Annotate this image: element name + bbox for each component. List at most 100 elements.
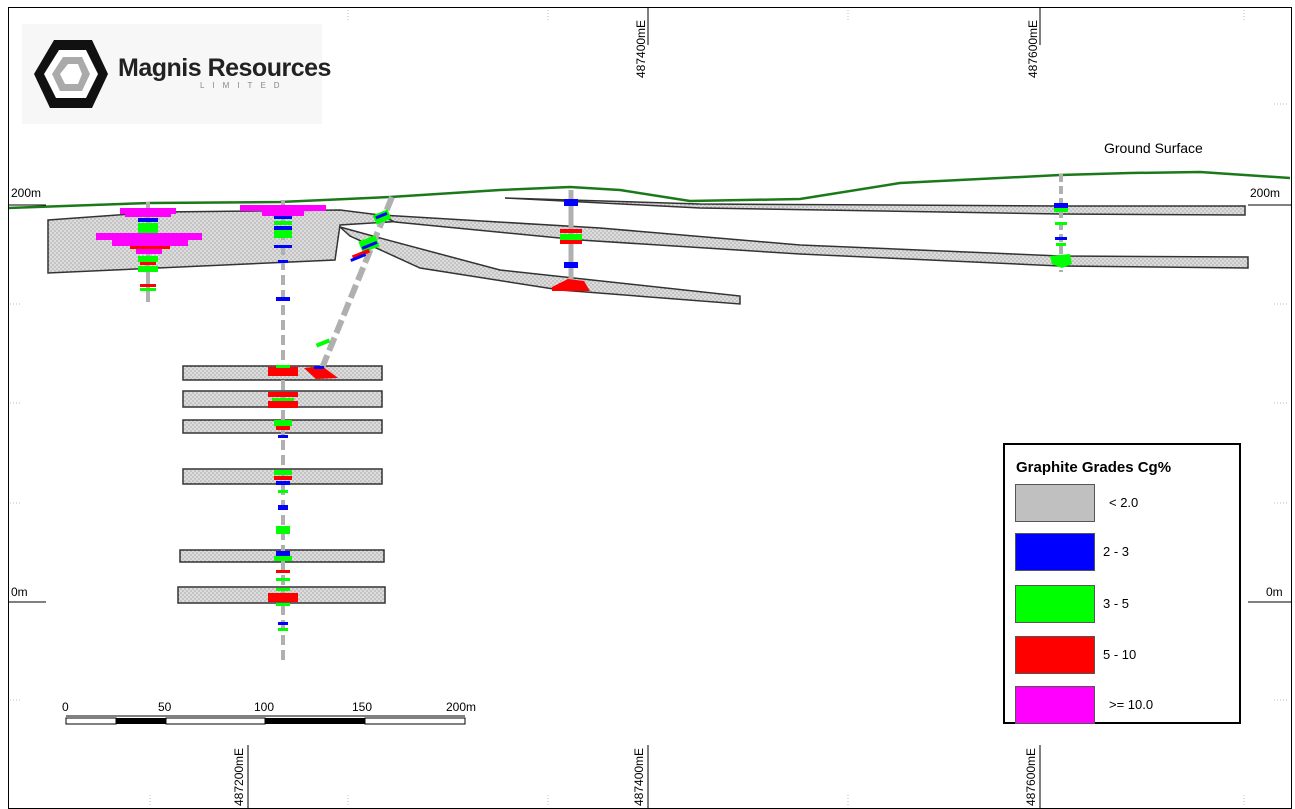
grade-interval [1054, 208, 1068, 212]
grade-interval [140, 288, 156, 291]
ground-surface-line [7, 170, 1291, 210]
grade-interval [120, 208, 176, 214]
assay-intervals [96, 199, 1072, 631]
grade-interval [314, 366, 324, 369]
legend-item: 3 - 5 [1015, 585, 1235, 625]
grade-interval [1050, 254, 1072, 268]
legend-item: < 2.0 [1015, 484, 1235, 524]
grade-interval [552, 279, 590, 291]
grade-interval [274, 216, 292, 219]
easting-label-bottom-487600: 487600mE [1024, 747, 1038, 806]
grade-interval [350, 253, 367, 262]
grade-interval [278, 260, 288, 263]
grade-interval [274, 230, 292, 238]
grade-interval [1055, 222, 1067, 225]
grade-interval [276, 365, 290, 368]
logo-company-name: Magnis Resources [118, 54, 331, 82]
grade-interval [276, 578, 290, 581]
grade-interval [268, 593, 298, 602]
grade-interval [136, 249, 162, 254]
legend-label: >= 10.0 [1109, 697, 1154, 712]
grade-interval [268, 392, 298, 397]
grade-interval [304, 366, 338, 379]
grade-interval [268, 401, 298, 408]
legend-item: 2 - 3 [1015, 533, 1235, 573]
easting-label-bottom-487200: 487200mE [232, 747, 246, 806]
grade-interval [1056, 243, 1066, 246]
grade-interval [274, 556, 292, 561]
grade-interval [138, 266, 158, 272]
scale-tick-label: 0 [62, 700, 69, 714]
scale-tick-label: 50 [158, 700, 172, 714]
logo-subtitle: LIMITED [200, 81, 288, 90]
grade-interval [276, 481, 290, 485]
grade-interval [276, 588, 290, 591]
grade-interval [564, 199, 578, 206]
easting-label-top-487400: 487400mE [634, 19, 648, 78]
grade-interval [274, 420, 292, 426]
grade-interval [276, 570, 290, 573]
legend-label: < 2.0 [1109, 495, 1139, 510]
grade-interval [276, 426, 290, 430]
easting-label-top-487600: 487600mE [1026, 19, 1040, 78]
scale-bar [65, 715, 466, 725]
grade-interval [140, 262, 156, 265]
legend-swatch [1015, 585, 1095, 623]
grade-interval [315, 338, 331, 348]
grade-interval [274, 226, 292, 230]
legend-title: Graphite Grades Cg% [1016, 459, 1172, 476]
elevation-label-0m-right: 0m [1266, 585, 1283, 599]
grade-interval [278, 490, 288, 493]
ground-surface-label: Ground Surface [1104, 140, 1203, 156]
grade-interval [138, 223, 158, 233]
grade-interval [130, 246, 170, 249]
grade-interval [272, 398, 294, 401]
grade-interval [268, 367, 298, 376]
grade-interval [274, 221, 292, 225]
grade-interval [138, 218, 158, 222]
scale-tick-label: 200m [446, 700, 477, 714]
grade-interval [276, 526, 290, 534]
grade-interval [560, 229, 582, 233]
grade-legend: Graphite Grades Cg% < 2.0 2 - 3 3 - 5 5 … [1003, 443, 1241, 724]
scale-tick-label: 100 [254, 700, 275, 714]
grade-interval [375, 211, 388, 220]
grade-interval [274, 476, 292, 480]
grade-interval [274, 245, 292, 248]
grade-interval [564, 262, 578, 268]
grade-interval [278, 622, 288, 625]
company-logo: Magnis Resources LIMITED [22, 24, 331, 124]
lens-long-middle [379, 214, 1249, 269]
grade-interval [96, 233, 202, 240]
elevation-label-200m-left: 200m [11, 186, 42, 200]
grade-interval [278, 435, 288, 438]
elevation-label-200m-right: 200m [1250, 186, 1281, 200]
legend-swatch [1015, 636, 1095, 674]
grade-interval [125, 214, 171, 217]
grade-interval [276, 603, 290, 606]
grade-interval [138, 256, 158, 262]
legend-swatch [1015, 484, 1095, 522]
grade-interval [262, 211, 304, 216]
grade-interval [1055, 237, 1067, 240]
grade-interval [560, 240, 582, 244]
grade-interval [276, 297, 290, 301]
legend-label: 5 - 10 [1103, 647, 1137, 662]
scale-tick-label: 150 [352, 700, 373, 714]
legend-swatch [1015, 686, 1095, 724]
legend-item: >= 10.0 [1015, 686, 1235, 726]
grade-interval [361, 241, 378, 250]
grade-interval [276, 551, 290, 556]
legend-swatch [1015, 533, 1095, 571]
legend-item: 5 - 10 [1015, 636, 1235, 676]
legend-label: 2 - 3 [1103, 544, 1130, 559]
grade-interval [278, 628, 288, 631]
grade-interval [274, 470, 292, 475]
grade-interval [1054, 203, 1068, 208]
grid-ticks [10, 10, 1288, 806]
grade-interval [278, 505, 288, 510]
grade-interval [560, 234, 582, 240]
elevation-label-0m-left: 0m [11, 585, 28, 599]
logo-hexagon-icon [34, 40, 108, 108]
